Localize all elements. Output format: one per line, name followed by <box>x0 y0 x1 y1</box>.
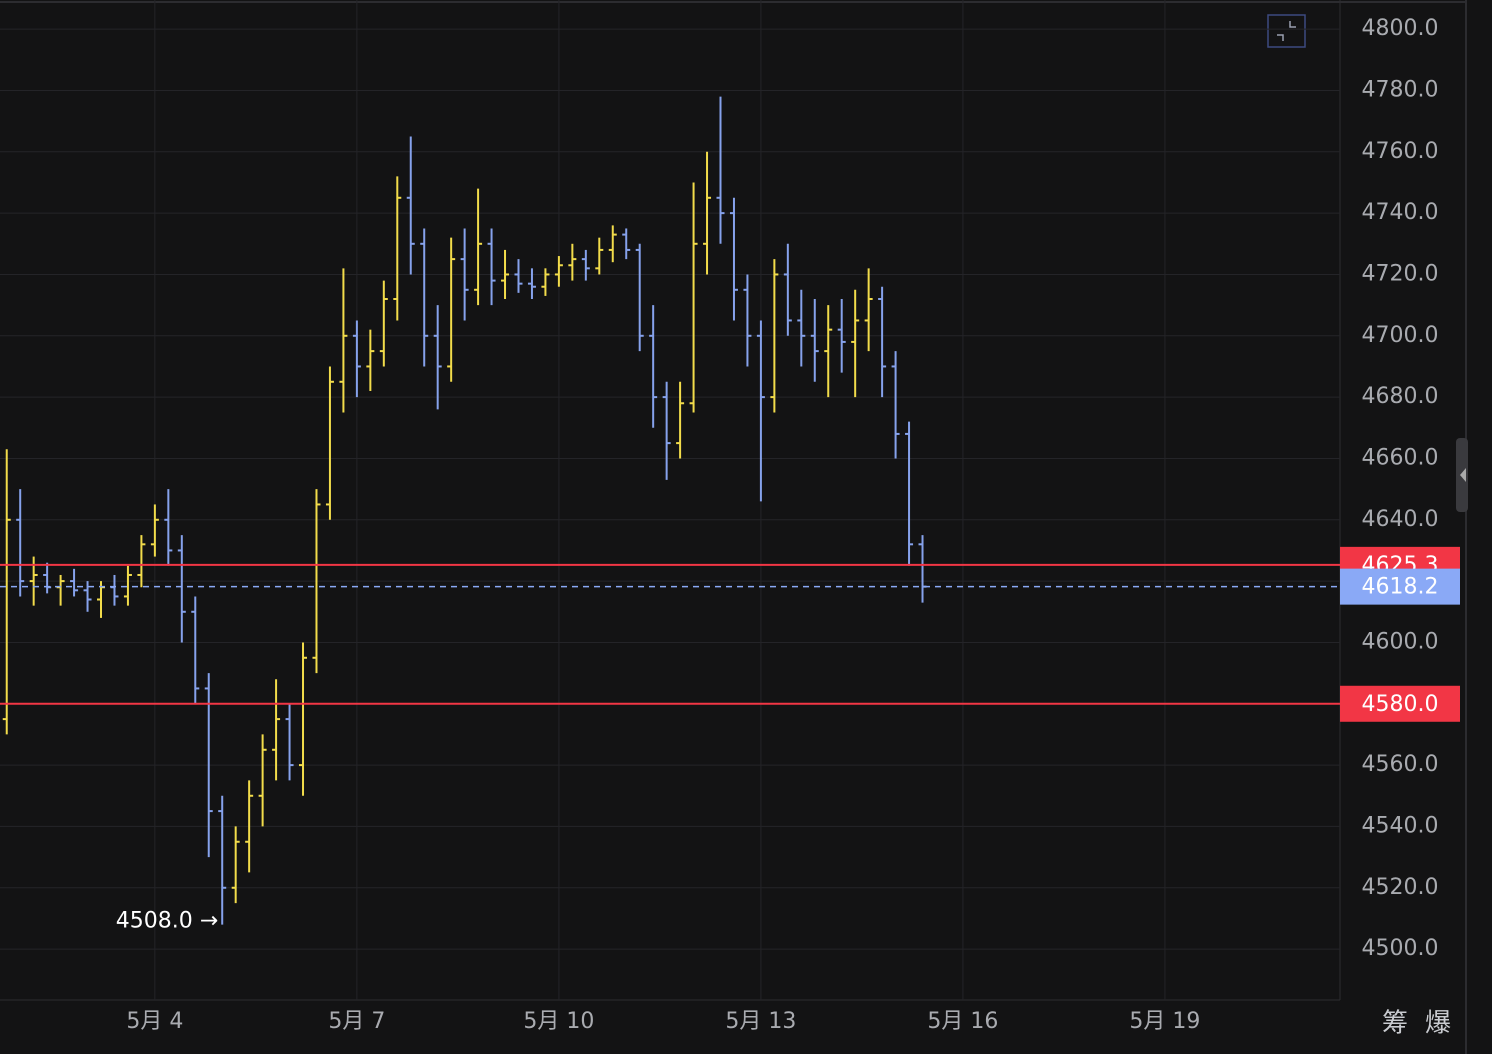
price-label: 4618.2 <box>1362 575 1439 600</box>
y-tick-label: 4520.0 <box>1362 875 1439 900</box>
ohlc-bar <box>743 274 752 367</box>
x-tick-label: 5月 16 <box>927 1009 998 1034</box>
ohlc-bar <box>676 381 685 459</box>
ohlc-bar <box>810 298 819 382</box>
y-tick-label: 4600.0 <box>1362 629 1439 654</box>
ohlc-bar <box>608 225 617 263</box>
y-tick-label: 4640.0 <box>1362 507 1439 532</box>
ohlc-bar <box>501 249 510 299</box>
ohlc-bar <box>783 243 792 336</box>
y-tick-label: 4500.0 <box>1362 936 1439 961</box>
ohlc-bar <box>487 228 496 306</box>
expand-button[interactable] <box>1267 14 1306 48</box>
y-tick-label: 4780.0 <box>1362 77 1439 102</box>
ohlc-bar <box>312 489 321 674</box>
ohlc-bar <box>150 504 159 557</box>
side-handle-arrow[interactable] <box>1460 468 1466 482</box>
ohlc-bar <box>272 679 281 781</box>
x-tick-label: 5月 7 <box>328 1009 385 1034</box>
ohlc-bar <box>851 289 860 398</box>
ohlc-bar <box>905 421 914 566</box>
ohlc-bar <box>258 734 267 827</box>
ohlc-bar <box>824 305 833 398</box>
ohlc-bar <box>2 449 11 735</box>
y-tick-label: 4800.0 <box>1362 16 1439 41</box>
ohlc-bar <box>218 795 227 925</box>
y-tick-label: 4560.0 <box>1362 752 1439 777</box>
x-tick-label: 5月 19 <box>1129 1009 1200 1034</box>
price-label-box <box>1340 568 1460 605</box>
ohlc-bar <box>541 268 550 296</box>
ohlc-bar <box>514 259 523 293</box>
ohlc-bar <box>231 826 240 904</box>
ohlc-bar <box>649 305 658 428</box>
ohlc-bar <box>352 320 361 398</box>
ohlc-bar <box>770 259 779 413</box>
expand-frame[interactable] <box>1267 14 1306 48</box>
y-tick-label: 4540.0 <box>1362 813 1439 838</box>
ohlc-bar <box>137 535 146 588</box>
toolbar-label[interactable]: 筹 <box>1382 1009 1408 1039</box>
ohlc-bar <box>595 237 604 275</box>
ohlc-bar <box>379 280 388 367</box>
ohlc-bar <box>339 268 348 413</box>
ohlc-bar <box>797 289 806 367</box>
x-tick-label: 5月 13 <box>725 1009 796 1034</box>
ohlc-bar <box>16 489 25 597</box>
ohlc-bar <box>460 228 469 321</box>
ohlc-bar <box>393 176 402 321</box>
y-tick-label: 4760.0 <box>1362 139 1439 164</box>
price-label-box <box>1340 685 1460 722</box>
y-tick-label: 4660.0 <box>1362 445 1439 470</box>
ohlc-bar <box>716 96 725 244</box>
ohlc-bar <box>878 286 887 398</box>
ohlc-bar <box>406 136 415 275</box>
ohlc-bar <box>83 581 92 612</box>
ohlc-bar <box>285 703 294 781</box>
ohlc-bar <box>474 188 483 306</box>
ohlc-bar <box>447 237 456 382</box>
price-label: 4580.0 <box>1362 692 1439 717</box>
ohlc-bar <box>123 565 132 606</box>
y-tick-label: 4740.0 <box>1362 200 1439 225</box>
ohlc-bar <box>554 256 563 287</box>
ohlc-bar <box>622 228 631 260</box>
ohlc-bar <box>433 305 442 410</box>
ohlc-bar <box>245 780 254 873</box>
ohlc-bar <box>703 151 712 275</box>
ohlc-bar <box>191 596 200 704</box>
ohlc-bar <box>689 182 698 413</box>
ohlc-bar <box>299 642 308 796</box>
ohlc-bar <box>662 381 671 480</box>
ohlc-bar <box>837 298 846 373</box>
x-tick-label: 5月 4 <box>126 1009 183 1034</box>
ohlc-bar <box>756 320 765 502</box>
ohlc-bar <box>527 268 536 299</box>
toolbar-label[interactable]: 爆 <box>1425 1009 1451 1039</box>
low-annotation: 4508.0 → <box>116 909 218 934</box>
ohlc-bar <box>729 197 738 321</box>
ohlc-bar <box>164 489 173 566</box>
ohlc-bar <box>568 243 577 281</box>
y-tick-label: 4720.0 <box>1362 261 1439 286</box>
x-tick-label: 5月 10 <box>523 1009 594 1034</box>
ohlc-bar <box>635 243 644 352</box>
y-tick-label: 4680.0 <box>1362 384 1439 409</box>
ohlc-bar <box>891 351 900 459</box>
ohlc-bar <box>70 568 79 597</box>
ohlc-bar <box>420 228 429 367</box>
ohlc-bar <box>325 366 334 520</box>
ohlc-bar <box>864 268 873 352</box>
expand-icon[interactable] <box>1277 21 1296 41</box>
ohlc-bar <box>177 535 186 643</box>
ohlc-bar <box>366 329 375 391</box>
y-tick-label: 4700.0 <box>1362 323 1439 348</box>
ohlc-bar <box>581 249 590 281</box>
